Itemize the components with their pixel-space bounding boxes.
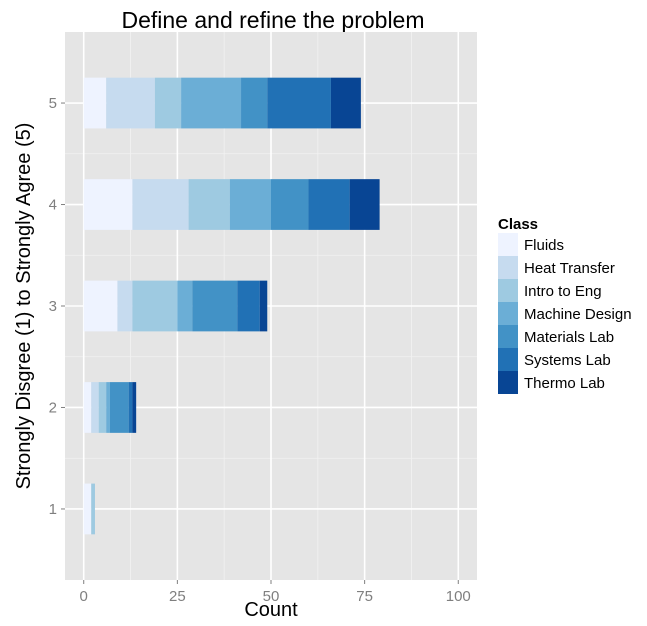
bar-segment <box>267 77 331 129</box>
y-tick-label: 3 <box>49 298 57 315</box>
x-axis-ticks: 0 25 50 75 100 <box>80 580 471 605</box>
x-tick-label: 75 <box>356 588 373 605</box>
x-tick-label: 50 <box>263 588 280 605</box>
x-tick-label: 25 <box>169 588 186 605</box>
legend-label: Systems Lab <box>524 352 611 369</box>
bar-segment <box>308 179 350 230</box>
bar-segment <box>106 77 155 129</box>
legend-label: Machine Design <box>524 306 632 323</box>
y-axis-ticks: 1 2 3 4 5 <box>49 95 65 518</box>
bar-segment <box>91 483 95 535</box>
legend: Class Fluids Heat Transfer Intro to Eng Mac… <box>498 216 632 394</box>
y-tick-label: 2 <box>49 399 57 416</box>
bar-segment <box>271 179 309 230</box>
bar-segment <box>181 77 242 129</box>
bar-segment <box>83 280 118 332</box>
bar-segment <box>188 179 230 230</box>
bar-segment <box>83 382 92 433</box>
legend-items: Fluids Heat Transfer Intro to Eng Machine D… <box>498 233 632 394</box>
bar-segment <box>192 280 238 332</box>
bar-segment <box>132 179 189 230</box>
bar-segment <box>154 77 182 129</box>
legend-swatch <box>498 302 518 325</box>
bars-layer <box>83 77 380 535</box>
bar-segment <box>349 179 380 230</box>
bar-segment <box>177 280 193 332</box>
bar-segment <box>83 77 107 129</box>
x-axis-title: Count <box>244 599 298 621</box>
legend-swatch <box>498 233 518 256</box>
bar-segment <box>330 77 361 129</box>
bar-segment <box>106 382 110 433</box>
x-tick-label: 0 <box>80 588 88 605</box>
bar-segment <box>91 382 99 433</box>
legend-swatch <box>498 279 518 302</box>
bar-segment <box>237 280 260 332</box>
legend-label: Thermo Lab <box>524 375 605 392</box>
y-tick-label: 5 <box>49 95 57 112</box>
y-axis-title: Strongly Disgree (1) to Strongly Agree (… <box>13 123 35 490</box>
legend-swatch <box>498 256 518 279</box>
legend-swatch <box>498 348 518 371</box>
legend-label: Fluids <box>524 237 564 254</box>
bar-segment <box>229 179 271 230</box>
bar-segment <box>98 382 107 433</box>
bar-segment <box>117 280 133 332</box>
bar-segment <box>83 179 133 230</box>
y-tick-label: 4 <box>49 197 57 214</box>
bar-segment <box>128 382 133 433</box>
chart-title: Define and refine the problem <box>121 7 424 33</box>
bar-segment <box>109 382 129 433</box>
x-tick-label: 100 <box>446 588 471 605</box>
legend-label: Intro to Eng <box>524 283 602 300</box>
legend-title: Class <box>498 216 538 233</box>
legend-swatch <box>498 371 518 394</box>
legend-label: Materials Lab <box>524 329 614 346</box>
bar-segment <box>132 280 178 332</box>
legend-swatch <box>498 325 518 348</box>
bar-segment <box>259 280 268 332</box>
y-tick-label: 1 <box>49 501 57 518</box>
bar-segment <box>83 483 92 535</box>
bar-segment <box>241 77 268 129</box>
legend-label: Heat Transfer <box>524 260 615 277</box>
bar-segment <box>132 382 137 433</box>
